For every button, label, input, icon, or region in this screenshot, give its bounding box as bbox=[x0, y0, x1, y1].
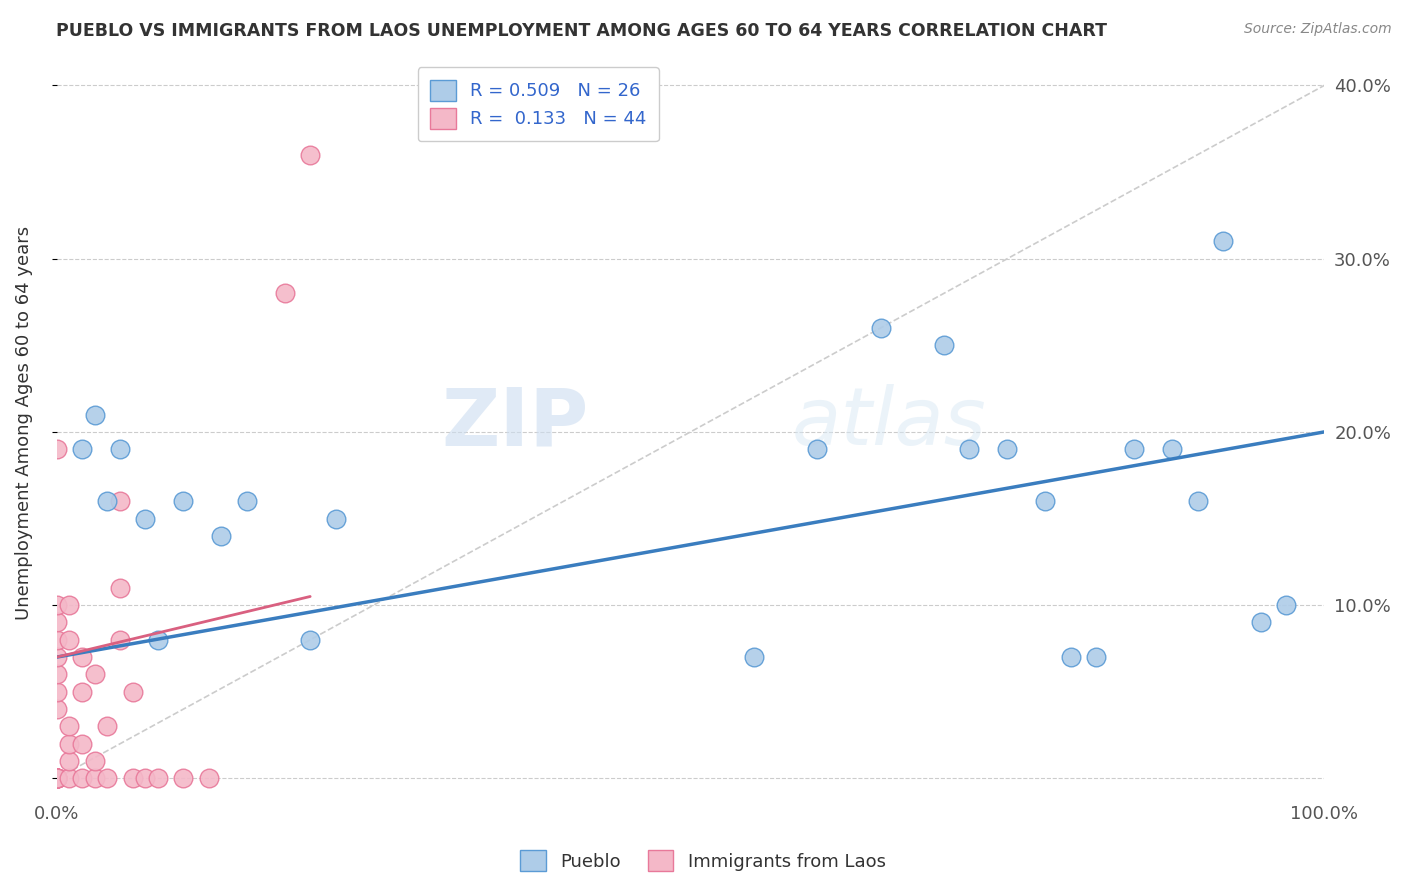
Point bbox=[1275, 598, 1298, 612]
Point bbox=[1250, 615, 1272, 630]
Point bbox=[70, 737, 93, 751]
Point bbox=[58, 754, 80, 768]
Point bbox=[58, 598, 80, 612]
Point bbox=[70, 685, 93, 699]
Point bbox=[209, 529, 232, 543]
Point bbox=[299, 147, 322, 161]
Point bbox=[45, 772, 67, 786]
Point bbox=[325, 511, 347, 525]
Point bbox=[58, 737, 80, 751]
Point bbox=[83, 667, 105, 681]
Point bbox=[96, 494, 118, 508]
Point bbox=[1212, 234, 1234, 248]
Point bbox=[172, 494, 194, 508]
Point bbox=[96, 719, 118, 733]
Text: Source: ZipAtlas.com: Source: ZipAtlas.com bbox=[1244, 22, 1392, 37]
Point bbox=[45, 772, 67, 786]
Point bbox=[869, 321, 891, 335]
Point bbox=[45, 632, 67, 647]
Point bbox=[299, 632, 322, 647]
Point bbox=[83, 408, 105, 422]
Legend: R = 0.509   N = 26, R =  0.133   N = 44: R = 0.509 N = 26, R = 0.133 N = 44 bbox=[418, 67, 659, 141]
Text: ZIP: ZIP bbox=[441, 384, 589, 462]
Point bbox=[96, 772, 118, 786]
Point bbox=[45, 442, 67, 457]
Legend: Pueblo, Immigrants from Laos: Pueblo, Immigrants from Laos bbox=[513, 843, 893, 879]
Point bbox=[806, 442, 828, 457]
Point bbox=[108, 632, 131, 647]
Point bbox=[58, 772, 80, 786]
Point bbox=[121, 685, 143, 699]
Point bbox=[957, 442, 980, 457]
Point bbox=[45, 772, 67, 786]
Point bbox=[45, 772, 67, 786]
Point bbox=[45, 772, 67, 786]
Point bbox=[45, 772, 67, 786]
Point bbox=[121, 772, 143, 786]
Point bbox=[236, 494, 259, 508]
Point bbox=[108, 494, 131, 508]
Point bbox=[83, 772, 105, 786]
Point bbox=[1060, 650, 1083, 665]
Point bbox=[45, 772, 67, 786]
Point bbox=[45, 772, 67, 786]
Point bbox=[197, 772, 219, 786]
Point bbox=[1123, 442, 1146, 457]
Point bbox=[274, 286, 297, 301]
Point bbox=[70, 650, 93, 665]
Point bbox=[146, 772, 169, 786]
Point bbox=[45, 685, 67, 699]
Text: PUEBLO VS IMMIGRANTS FROM LAOS UNEMPLOYMENT AMONG AGES 60 TO 64 YEARS CORRELATIO: PUEBLO VS IMMIGRANTS FROM LAOS UNEMPLOYM… bbox=[56, 22, 1108, 40]
Point bbox=[70, 442, 93, 457]
Point bbox=[70, 772, 93, 786]
Y-axis label: Unemployment Among Ages 60 to 64 years: Unemployment Among Ages 60 to 64 years bbox=[15, 227, 32, 620]
Point bbox=[45, 667, 67, 681]
Point bbox=[45, 702, 67, 716]
Point bbox=[83, 754, 105, 768]
Text: atlas: atlas bbox=[792, 384, 987, 462]
Point bbox=[932, 338, 955, 352]
Point bbox=[45, 598, 67, 612]
Point bbox=[45, 650, 67, 665]
Point bbox=[997, 442, 1019, 457]
Point bbox=[134, 772, 156, 786]
Point bbox=[172, 772, 194, 786]
Point bbox=[45, 615, 67, 630]
Point bbox=[1161, 442, 1184, 457]
Point bbox=[134, 511, 156, 525]
Point bbox=[45, 772, 67, 786]
Point bbox=[1085, 650, 1108, 665]
Point bbox=[146, 632, 169, 647]
Point bbox=[108, 442, 131, 457]
Point bbox=[1035, 494, 1057, 508]
Point bbox=[108, 581, 131, 595]
Point bbox=[58, 632, 80, 647]
Point bbox=[1187, 494, 1209, 508]
Point bbox=[45, 772, 67, 786]
Point bbox=[742, 650, 765, 665]
Point bbox=[58, 719, 80, 733]
